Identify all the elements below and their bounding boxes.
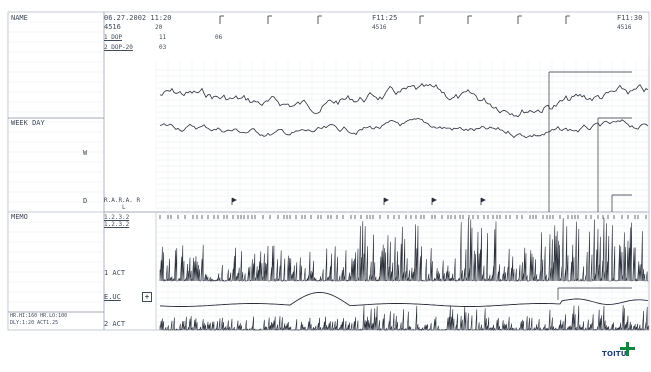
date-time: 06.27.2002 11:20 [104,14,172,22]
event-marks [159,15,647,300]
marks-a-label: 1.2.3.2 [104,214,130,221]
settings-line-1: HR.HI:160 HR.LO:100 [10,313,68,319]
fhr-trace-2 [159,117,649,139]
event-flag [383,197,389,205]
time-flag [467,15,472,24]
time-flag [317,15,322,24]
time-mark-1: F11:25 [372,14,398,22]
channel-2-mark: 03 [159,44,167,51]
act1-label: 1 ACT [104,269,126,277]
plus-icon: + [142,292,152,302]
connector-lines [548,71,632,300]
channel-1-label: 1 DOP [104,34,123,41]
trace-lines [159,83,649,332]
channel-1-mark: 11 [159,34,167,41]
time-flag [219,15,224,24]
act1-trace [159,217,649,283]
week-day-label: WEEK DAY [11,119,45,127]
marks-b-label: 1.2.3.2 [104,221,130,228]
row-a2-label: L [122,204,126,211]
memo-label: MEMO [11,213,28,221]
name-label: NAME [11,14,28,22]
icon-mark-1: 20 [155,24,163,31]
brand-logo: TOITU [602,341,642,363]
event-flag [480,197,486,205]
channel-1-mark-b: 06 [215,34,223,41]
uc-trace [159,292,649,307]
speed-value-1: 4516 [104,23,121,31]
brand-cross-icon [620,342,635,356]
row-a-label: R.A.R.A. R [104,197,141,204]
act2-label: 2 ACT [104,320,126,328]
speed-value-2: 4516 [372,24,387,31]
speed-value-3: 4516 [617,24,632,31]
w-label: W [83,149,88,157]
time-flag [517,15,522,24]
channel-2-label: 2 DOP-20 [104,44,133,51]
euc-label: E.UC [104,293,121,301]
d-label: D [83,197,88,205]
time-flag [267,15,272,24]
event-flag [431,197,437,205]
time-flag [565,15,570,24]
settings-line-2: DLY:1:20 ACT1.25 [10,320,59,326]
time-flag [419,15,424,24]
fhr-trace-1 [159,83,649,118]
time-mark-2: F11:30 [617,14,643,22]
brand-logo-text: TOITU [602,350,627,358]
event-flag [231,197,237,205]
act2-trace [159,305,649,332]
